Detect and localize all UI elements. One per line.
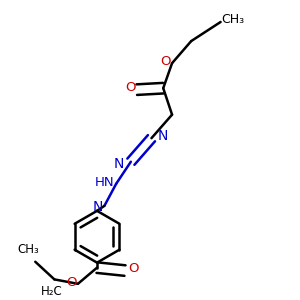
Text: HN: HN — [95, 176, 115, 188]
Text: O: O — [125, 81, 135, 94]
Text: N: N — [114, 157, 124, 171]
Text: O: O — [66, 276, 76, 289]
Text: N: N — [158, 129, 168, 143]
Text: O: O — [128, 262, 139, 275]
Text: CH₃: CH₃ — [17, 244, 39, 256]
Text: H₂C: H₂C — [40, 285, 62, 298]
Text: N: N — [93, 200, 103, 214]
Text: O: O — [160, 55, 171, 68]
Text: CH₃: CH₃ — [221, 13, 244, 26]
